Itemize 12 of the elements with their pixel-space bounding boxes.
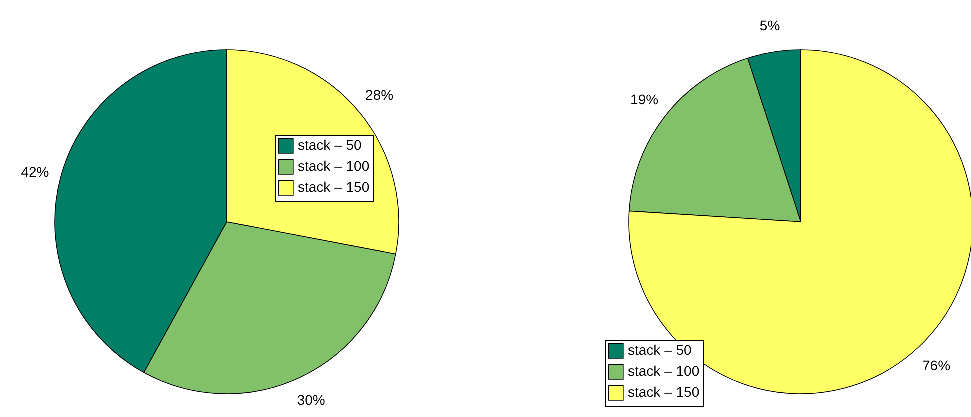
legend-label: stack – 150	[298, 179, 370, 195]
data-label: 30%	[297, 392, 326, 408]
legend-label: stack – 100	[298, 158, 370, 174]
data-label: 5%	[760, 17, 780, 34]
legend-label: stack – 50	[298, 137, 362, 153]
data-label: 19%	[630, 92, 659, 108]
legend-label: stack – 150	[628, 384, 700, 400]
data-label: 76%	[922, 357, 951, 374]
data-label: 42%	[21, 164, 50, 180]
data-label: 28%	[366, 86, 394, 103]
legend-label: stack – 50	[628, 342, 692, 358]
legend-label: stack – 100	[628, 363, 700, 379]
